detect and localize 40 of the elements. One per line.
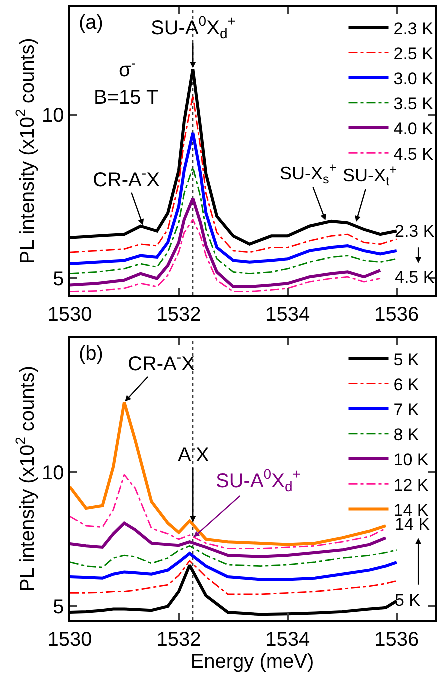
annotation: (b) <box>79 343 104 365</box>
x-tick-label: 1536 <box>374 628 420 651</box>
line-series <box>70 219 382 293</box>
annotation: 5 K <box>395 591 422 610</box>
x-tick-label: 1532 <box>156 628 202 651</box>
annotation: CR-A$^{-}$X <box>93 165 160 192</box>
y-tick-label: 5 <box>53 596 64 619</box>
legend-label: 7 K <box>394 400 420 420</box>
annotation: 14 K <box>395 515 431 534</box>
line-series <box>70 545 398 568</box>
legend-label: 10 K <box>394 450 430 470</box>
legend-label: 3.5 K <box>394 94 434 114</box>
x-tick-label: 1530 <box>48 628 92 651</box>
y-tick-label: 5 <box>53 268 64 291</box>
x-axis-title: Energy (meV) <box>190 650 314 673</box>
annotation: CR-A$^{-}$X <box>128 349 195 376</box>
line-series <box>70 560 398 596</box>
annotation: σ$^{-}$ <box>119 55 136 82</box>
legend-label: 2.5 K <box>394 44 434 64</box>
line-series <box>70 522 388 558</box>
x-tick-label: 1534 <box>266 304 310 326</box>
legend-label: 3.0 K <box>394 69 434 88</box>
legend-label: 6 K <box>394 375 420 394</box>
legend-label: 4.0 K <box>394 120 434 139</box>
annotation: B=15 T <box>94 87 159 109</box>
legend-label: 8 K <box>394 426 420 445</box>
line-series <box>70 197 382 288</box>
y-tick-label: 10 <box>42 462 64 484</box>
legend-label: 5 K <box>394 350 420 370</box>
x-tick-label: 1536 <box>374 304 420 326</box>
legend-label: 4.5 K <box>394 144 434 164</box>
x-tick-label: 1530 <box>48 304 92 326</box>
legend-label: 12 K <box>394 476 430 495</box>
legend-label: 2.3 K <box>394 19 434 38</box>
x-tick-label: 1534 <box>266 628 310 651</box>
y-tick-label: 10 <box>42 105 64 128</box>
annotation: 2.3 K <box>395 222 436 241</box>
x-tick-label: 1532 <box>156 304 202 326</box>
line-series <box>70 552 398 582</box>
annotation: (a) <box>79 12 104 34</box>
